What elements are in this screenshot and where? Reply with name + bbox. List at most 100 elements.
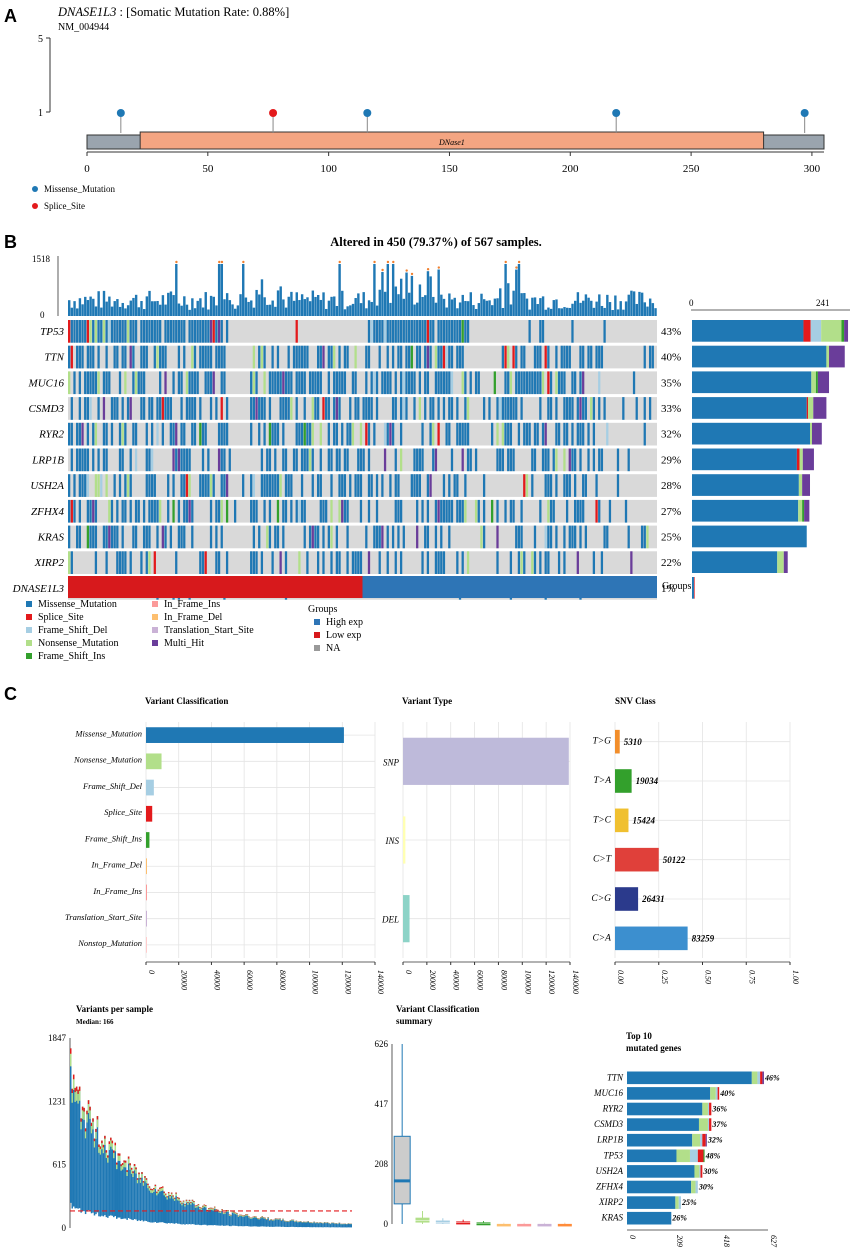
tmb-peak-dot (218, 260, 221, 264)
oncoprint-cell (576, 551, 579, 574)
tmb-bar (209, 295, 213, 316)
tmb-bar (381, 271, 384, 316)
vps-bar-missense (199, 1207, 201, 1226)
oncoprint-cell (217, 448, 221, 472)
tmb-peak-dot (381, 268, 384, 272)
x-tick-label: 0.50 (704, 970, 713, 984)
vps-bar-missense (104, 1135, 106, 1216)
tmb-bar (611, 309, 614, 316)
oncoprint-cell (145, 525, 148, 549)
oncoprint-cell (78, 397, 81, 420)
oncoprint-cell (357, 448, 360, 472)
top10-bar-seg-missense (627, 1102, 703, 1116)
oncoprint-cell (188, 448, 191, 472)
oncoprint-cell (89, 345, 92, 369)
oncoprint-cell (300, 371, 304, 395)
oncoprint-cell (250, 422, 253, 446)
oncoprint-cell (341, 474, 344, 497)
vps-bar-missense (335, 1223, 338, 1228)
oncoprint-cell (482, 397, 486, 420)
tmb-bar (635, 303, 638, 316)
vps-bar-nonsense (72, 1074, 75, 1090)
oncoprint-cell (145, 320, 148, 343)
top10-bar-seg-fsdel (715, 1087, 718, 1100)
tmb-bar (402, 298, 406, 316)
top10-gene-label: RYR2 (602, 1104, 624, 1114)
oncoprint-cell (92, 371, 95, 395)
tmb-peak-dot (392, 260, 395, 264)
oncoprint-cell (608, 499, 612, 523)
oncoprint-cell (172, 448, 175, 472)
oncoprint-cell (295, 371, 298, 395)
oncoprint-cell (418, 474, 421, 497)
oncoprint-cell (330, 474, 333, 497)
vps-bar-missense (162, 1186, 164, 1223)
oncoprint-cell (563, 474, 566, 497)
oncoprint-cell (268, 397, 272, 420)
oncoprint-cell (314, 525, 317, 549)
oncoprint-cell (105, 525, 108, 549)
tmb-bar (223, 299, 226, 316)
oncoprint-cell (515, 397, 518, 420)
tmb-bar (606, 294, 609, 316)
oncoplot-gene-label: CSMD3 (29, 403, 65, 415)
oncoprint-cell (258, 345, 261, 369)
oncoprint-cell (86, 448, 90, 472)
oncoprint-cell (338, 448, 341, 472)
tmb-bar (474, 308, 478, 316)
oncoprint-cell (517, 551, 521, 574)
vps-y-tick-label: 615 (53, 1160, 67, 1170)
oncoprint-cell (627, 448, 630, 472)
oncoprint-cell (322, 499, 325, 523)
vps-bar-nonsense (75, 1086, 78, 1101)
tmb-bar (598, 294, 601, 316)
oncoprint-cell (367, 320, 371, 343)
vps-bar-missense (147, 1183, 149, 1222)
bar (146, 779, 154, 796)
oncoprint-cell (555, 448, 558, 472)
oncoprint-cell (311, 448, 314, 472)
oncoprint-cell (201, 551, 205, 574)
oncoprint-cell (110, 397, 114, 420)
oncoprint-cell (129, 448, 132, 472)
oncoprint-cell (408, 371, 411, 395)
category-label: Nonsense_Mutation (73, 755, 142, 765)
oncoprint-cell (509, 499, 513, 523)
vps-bar-splice (107, 1155, 109, 1158)
tmb-bar (316, 294, 320, 316)
oncoprint-cell (437, 551, 440, 574)
oncoprint-cell (579, 397, 582, 420)
tmb-peak-dot (504, 260, 507, 264)
oncoprint-cell (507, 448, 510, 472)
tmb-bar (590, 300, 593, 316)
vps-bar-splice (98, 1144, 100, 1147)
vps-bar-missense (191, 1199, 194, 1225)
tmb-bar (563, 307, 566, 316)
oncoprint-cell (630, 551, 633, 574)
top10-x-tick-label: 418 (722, 1235, 731, 1247)
vps-bar-missense (323, 1222, 326, 1228)
oncoplot-gene-label: LRP1B (31, 454, 64, 466)
oncoprint-cell (105, 422, 108, 446)
vps-bar-splice (145, 1178, 148, 1180)
oncoprint-cell (335, 397, 339, 420)
vps-bar-nonsense (202, 1205, 204, 1209)
vps-bar-missense (74, 1087, 76, 1209)
panel-a-title: DNASE1L3 : [Somatic Mutation Rate: 0.88%… (57, 5, 289, 19)
oncoprint-cell (595, 499, 598, 523)
oncoprint-cell (199, 397, 202, 420)
box-body (393, 1135, 411, 1205)
oncoprint-cell (84, 448, 87, 472)
oncoprint-cell (426, 474, 430, 497)
tmb-bar (156, 300, 159, 316)
oncoprint-cell (351, 371, 355, 395)
tmb-bar (624, 301, 628, 316)
tmb-bar (643, 302, 647, 316)
vps-bar-nonsense (286, 1220, 289, 1222)
oncoprint-cell (209, 474, 213, 497)
oncoprint-cell (252, 371, 256, 395)
legend-swatch-nonsense (26, 640, 32, 646)
oncoprint-cell (565, 474, 569, 497)
oncoplot-gene-label: TP53 (40, 326, 64, 338)
top10-bar-seg-splice (717, 1087, 720, 1100)
